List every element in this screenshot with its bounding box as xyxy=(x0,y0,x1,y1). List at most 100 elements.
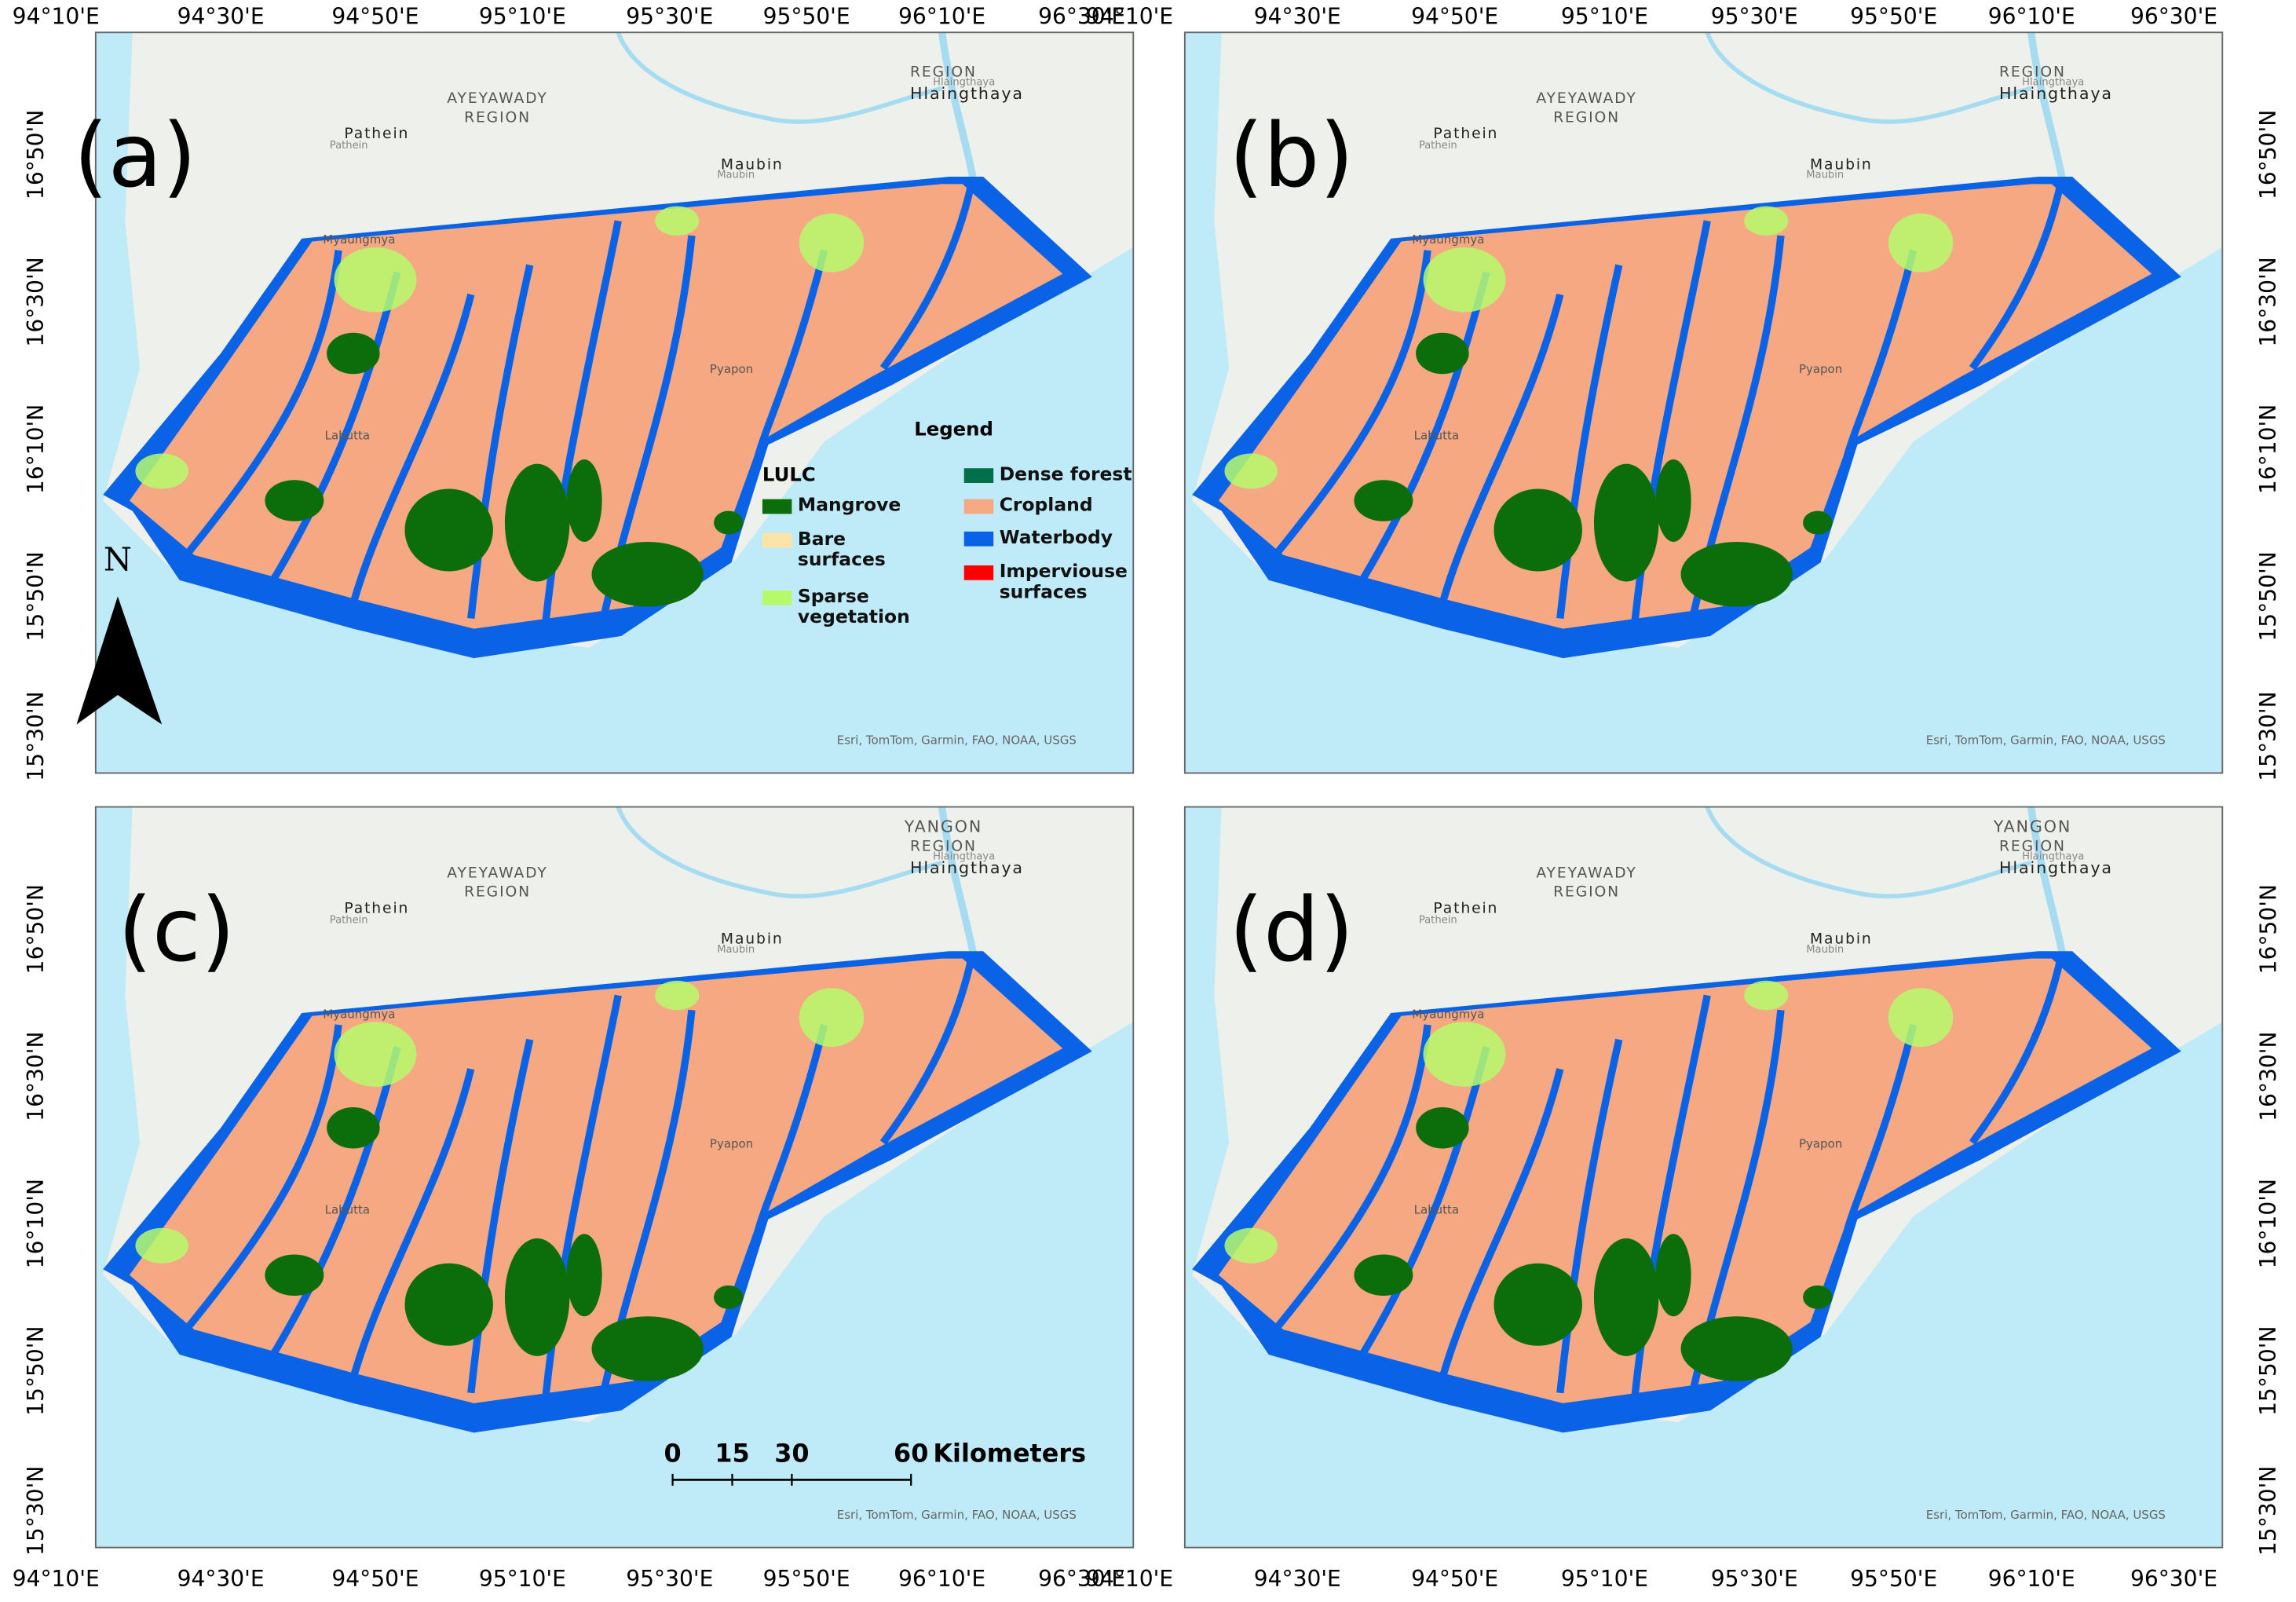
legend-label: Sparse vegetation xyxy=(797,586,910,627)
place-label: Myaungmya xyxy=(1412,1007,1484,1021)
place-label: Pyapon xyxy=(1799,362,1842,376)
lon-label: 95°50'E xyxy=(763,1566,850,1592)
legend-swatch xyxy=(762,499,792,514)
place-label: Myaungmya xyxy=(323,1007,395,1021)
legend-label: Dense forest xyxy=(999,463,1132,485)
place-label: Hlaingthaya xyxy=(933,851,995,863)
legend-label: Bare surfaces xyxy=(797,529,886,570)
lon-label: 95°10'E xyxy=(479,1566,566,1592)
panel-label: (a) xyxy=(74,104,197,207)
lon-label: 95°50'E xyxy=(763,3,850,29)
lon-label: 96°30'E xyxy=(2130,3,2217,29)
scale-label: 60 xyxy=(894,1438,928,1468)
place-label: REGION xyxy=(1999,64,2066,80)
lat-label: 15°50'N xyxy=(2255,551,2281,641)
legend-item: Sparse vegetation xyxy=(797,586,910,627)
legend-swatch xyxy=(762,590,792,605)
lat-label: 15°50'N xyxy=(23,551,49,641)
lon-label: 94°50'E xyxy=(1411,3,1498,29)
scale-unit: Kilometers xyxy=(933,1438,1086,1468)
lon-label: 94°10'E xyxy=(13,1566,100,1592)
place-label: Pyapon xyxy=(710,362,753,376)
attribution: Esri, TomTom, Garmin, FAO, NOAA, USGS xyxy=(1926,1508,2166,1522)
lat-label: 16°50'N xyxy=(2255,884,2281,974)
map-panel xyxy=(96,807,1133,1548)
legend-item: Cropland xyxy=(1000,495,1093,514)
attribution: Esri, TomTom, Garmin, FAO, NOAA, USGS xyxy=(837,733,1077,748)
legend-item: Dense forest xyxy=(999,463,1132,485)
place-label: Pathein xyxy=(1419,914,1457,926)
legend-group: LULC xyxy=(762,463,816,486)
place-label: Hlaingthaya xyxy=(1999,858,2113,877)
lat-label: 16°10'N xyxy=(2255,404,2281,494)
legend-label: Mangrove xyxy=(797,495,901,516)
lon-label: 94°50'E xyxy=(331,3,419,29)
legend-item: Bare surfaces xyxy=(797,529,886,570)
lon-label: 94°30'E xyxy=(1254,3,1341,29)
place-label: Pathein xyxy=(330,914,368,926)
panel-label: (d) xyxy=(1229,879,1354,982)
lat-label: 16°50'N xyxy=(23,110,49,199)
lat-label: 16°10'N xyxy=(23,1179,49,1268)
place-label: REGION xyxy=(910,64,977,80)
panel-frame xyxy=(94,806,1135,1549)
place-label: Maubin xyxy=(1806,944,1844,956)
lat-label: 15°30'N xyxy=(2255,691,2281,781)
lat-label: 15°30'N xyxy=(23,1466,49,1556)
place-label: Maubin xyxy=(721,931,784,948)
panel-frame xyxy=(1183,806,2224,1549)
lon-label: 94°30'E xyxy=(177,3,265,29)
lon-label: 95°30'E xyxy=(626,1566,713,1592)
place-label: Hlaingthaya xyxy=(910,858,1024,877)
lat-label: 15°50'N xyxy=(2255,1326,2281,1415)
lat-label: 16°30'N xyxy=(23,1031,49,1121)
lon-label: 96°10'E xyxy=(1988,1566,2075,1592)
place-label: AYEYAWADY xyxy=(447,865,547,881)
lon-label: 96°10'E xyxy=(898,1566,985,1592)
place-label: Maubin xyxy=(717,170,755,181)
place-label: Maubin xyxy=(1806,170,1844,181)
legend-title: Legend xyxy=(914,417,993,440)
place-label: Pathein xyxy=(344,126,409,142)
lon-label: 95°10'E xyxy=(1561,3,1648,29)
lon-label: 94°50'E xyxy=(331,1566,419,1592)
region-label: YANGON xyxy=(904,817,982,836)
lon-label: 95°10'E xyxy=(1561,1566,1648,1592)
place-label: Maubin xyxy=(1810,156,1873,173)
lat-label: 16°30'N xyxy=(23,257,49,346)
place-label: Maubin xyxy=(717,944,755,956)
lat-label: 16°10'N xyxy=(23,404,49,494)
place-label: Hlaingthaya xyxy=(910,84,1024,103)
lon-label: 96°30'E xyxy=(1038,1566,1125,1592)
legend-item: Imperviouse surfaces xyxy=(1000,561,1128,602)
lon-label: 96°30'E xyxy=(2130,1566,2217,1592)
place-label: REGION xyxy=(910,839,977,855)
lon-label: 95°10'E xyxy=(479,3,566,29)
map-panel xyxy=(96,32,1133,773)
scale-label: 30 xyxy=(774,1438,809,1468)
place-label: Labutta xyxy=(1414,428,1459,442)
panel-frame xyxy=(94,31,1135,774)
attribution: Esri, TomTom, Garmin, FAO, NOAA, USGS xyxy=(837,1508,1077,1522)
place-label: AYEYAWADY xyxy=(1536,865,1636,881)
place-label: Hlaingthaya xyxy=(1999,84,2113,103)
place-label: Hlaingthaya xyxy=(933,76,995,88)
lon-label: 95°30'E xyxy=(1711,3,1798,29)
place-label: Hlaingthaya xyxy=(2022,851,2084,863)
place-label: Pathein xyxy=(330,140,368,152)
place-label: REGION xyxy=(1553,109,1620,126)
lon-label: 94°30'E xyxy=(177,1566,265,1592)
place-label: Myaungmya xyxy=(1412,232,1484,247)
attribution: Esri, TomTom, Garmin, FAO, NOAA, USGS xyxy=(1926,733,2166,748)
legend-item: Mangrove xyxy=(797,495,901,516)
place-label: Myaungmya xyxy=(323,232,395,247)
lon-label: 96°30'E xyxy=(1038,3,1125,29)
place-label: AYEYAWADY xyxy=(1536,90,1636,107)
place-label: Pathein xyxy=(344,900,409,916)
place-label: Hlaingthaya xyxy=(2022,76,2084,88)
region-label: YANGON xyxy=(1993,817,2071,836)
place-label: Pathein xyxy=(1433,900,1498,916)
place-label: Pyapon xyxy=(710,1136,753,1150)
place-label: Labutta xyxy=(325,428,370,442)
